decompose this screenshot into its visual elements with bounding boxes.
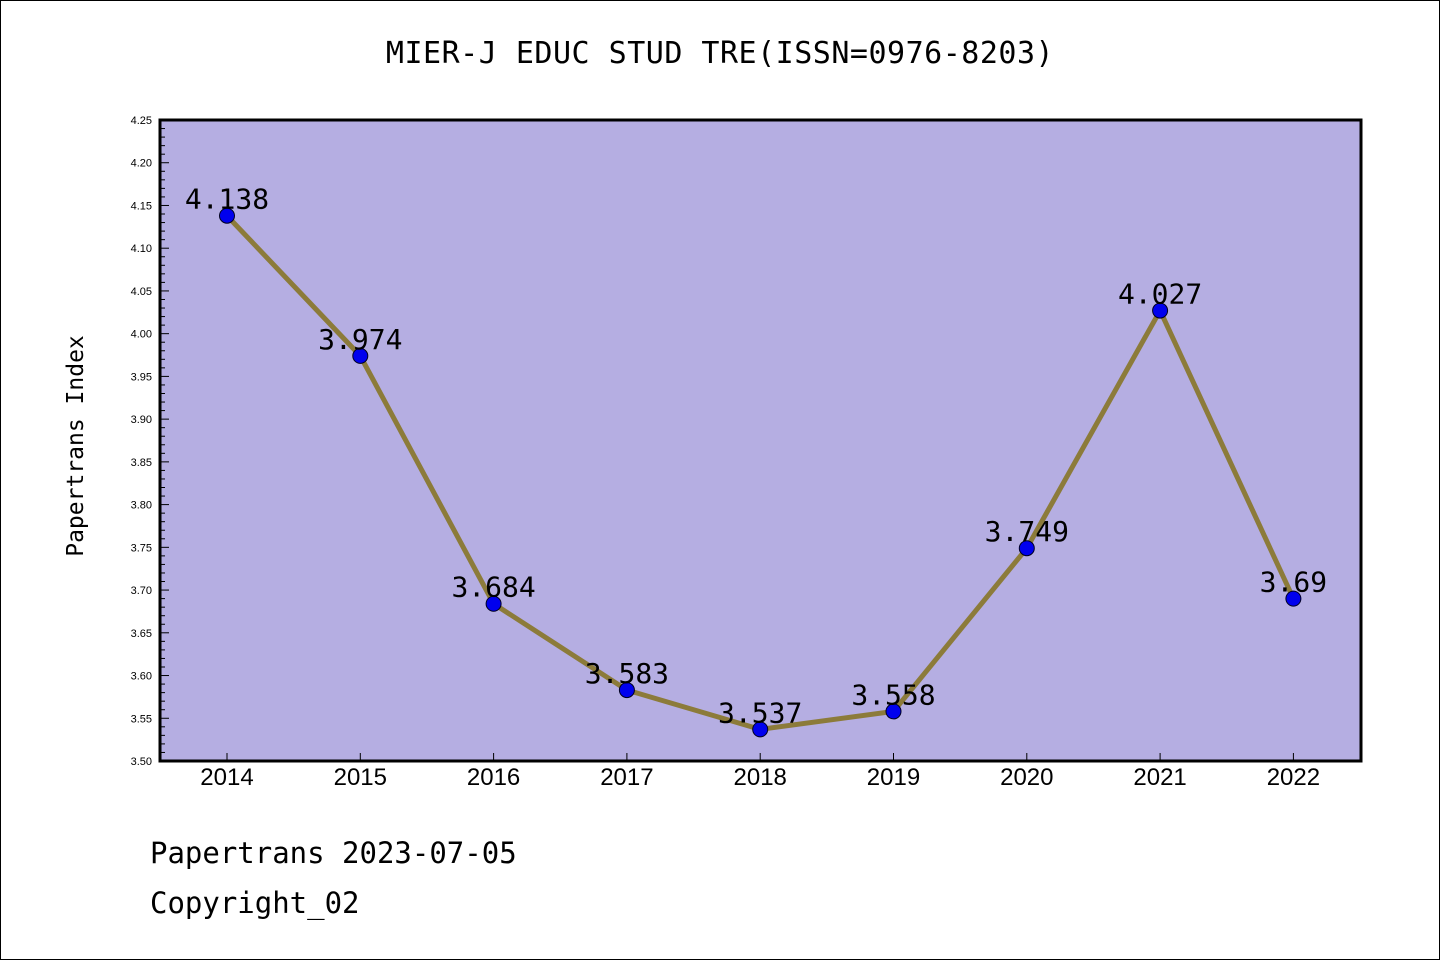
data-point-2021 <box>1152 302 1169 319</box>
data-point-2022 <box>1285 590 1302 607</box>
data-label-2020: 3.749 <box>985 515 1069 548</box>
y-tick-label: 3.60 <box>131 671 152 683</box>
data-label-2015: 3.974 <box>318 323 402 356</box>
y-tick-label: 3.90 <box>131 414 152 426</box>
y-tick-label: 4.20 <box>131 158 152 170</box>
x-tick-label: 2022 <box>1267 764 1320 791</box>
data-point-2015 <box>352 347 369 364</box>
x-tick-label: 2014 <box>200 764 253 791</box>
y-tick-label: 3.50 <box>131 756 152 768</box>
data-label-2014: 4.138 <box>185 183 269 216</box>
y-tick-label: 3.70 <box>131 585 152 597</box>
x-tick-label: 2017 <box>600 764 653 791</box>
y-tick-label: 4.00 <box>131 329 152 341</box>
chart-title: MIER-J EDUC STUD TRE(ISSN=0976-8203) <box>385 36 1055 71</box>
x-tick-label: 2016 <box>467 764 520 791</box>
plot-border <box>158 118 1363 763</box>
y-tick-label: 4.05 <box>131 286 152 298</box>
data-label-2018: 3.537 <box>718 696 802 729</box>
y-tick-label: 4.15 <box>131 200 152 212</box>
y-tick-label: 3.75 <box>131 542 152 554</box>
data-label-2019: 3.558 <box>851 678 935 711</box>
y-tick-label: 3.85 <box>131 457 152 469</box>
data-point-2017 <box>618 682 635 699</box>
y-tick-label: 3.55 <box>131 713 152 725</box>
data-point-2020 <box>1018 540 1035 557</box>
x-tick-label: 2018 <box>734 764 787 791</box>
data-label-2017: 3.583 <box>585 657 669 690</box>
x-tick-label: 2019 <box>867 764 920 791</box>
data-label-2016: 3.684 <box>451 571 535 604</box>
footer-date: Papertrans 2023-07-05 <box>150 836 517 870</box>
x-tick-label: 2015 <box>334 764 387 791</box>
y-tick-label: 4.10 <box>131 243 152 255</box>
data-point-2018 <box>752 721 769 738</box>
data-label-2022: 3.69 <box>1260 566 1327 599</box>
plot-area <box>160 120 1361 761</box>
y-tick-label: 3.65 <box>131 628 152 640</box>
data-point-2014 <box>219 207 235 224</box>
data-point-2016 <box>485 595 502 612</box>
data-label-2021: 4.027 <box>1118 278 1202 311</box>
data-point-2019 <box>885 703 902 720</box>
y-tick-label: 3.95 <box>131 371 152 383</box>
y-tick-label: 3.80 <box>131 500 152 512</box>
x-tick-label: 2020 <box>1000 764 1053 791</box>
y-tick-label: 4.25 <box>131 115 152 127</box>
x-tick-label: 2021 <box>1133 764 1186 791</box>
footer-copyright: Copyright_02 <box>150 886 360 920</box>
